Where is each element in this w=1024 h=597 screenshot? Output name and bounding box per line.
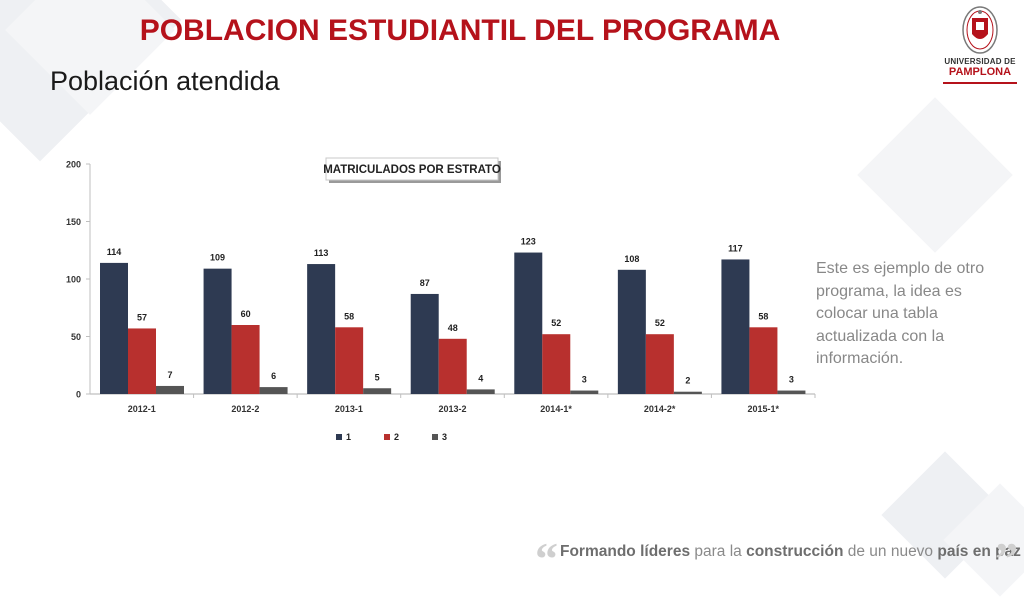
bar-series-1	[410, 293, 439, 394]
footer-part-6: país en paz	[937, 543, 1021, 560]
bar-series-3	[570, 390, 599, 394]
bar-series-2	[335, 327, 364, 394]
y-tick-label: 200	[66, 160, 81, 170]
x-tick-label: 2015-1*	[747, 404, 779, 414]
bar-chart: 0 50 100 150 200 2012-1 114 57 7 2012-2 109 60 6 2013…	[66, 157, 816, 442]
x-tick-label: 2014-1*	[540, 404, 572, 414]
bar-value-label: 52	[551, 318, 561, 328]
chart-title-box	[325, 157, 499, 181]
bar-value-label: 58	[758, 311, 768, 321]
footer-part-5: de un nuevo	[843, 543, 938, 560]
bar-value-label: 113	[314, 248, 329, 258]
note-text: Este es ejemplo de otro programa, la ide…	[816, 260, 985, 367]
bar-series-2	[542, 334, 571, 394]
background-diamond	[857, 97, 1013, 253]
legend-swatch-1	[336, 434, 342, 440]
chart-title: MATRICULADOS POR ESTRATO	[323, 164, 501, 176]
page-title: POBLACION ESTUDIANTIL DEL PROGRAMA	[139, 14, 781, 47]
y-tick-label: 0	[76, 390, 81, 400]
bar-value-label: 123	[521, 237, 536, 247]
bar-series-3	[156, 385, 184, 394]
close-quote: ”	[995, 533, 1018, 584]
footer-part-1: Formando	[560, 543, 641, 560]
x-tick-label: 2012-2	[231, 404, 259, 414]
y-tick-label: 50	[71, 332, 81, 342]
x-tick-label: 2014-2*	[644, 404, 676, 414]
open-quote: “	[535, 533, 558, 584]
legend-label: 2	[394, 432, 399, 442]
bar-series-2	[645, 334, 674, 394]
x-tick-label: 2013-2	[438, 404, 466, 414]
bar-value-label: 5	[375, 372, 380, 382]
bar-series-1	[203, 268, 232, 394]
bar-value-label: 48	[448, 323, 458, 333]
bar-series-2	[128, 328, 156, 394]
legend-label: 3	[442, 432, 447, 442]
footer-part-4: construcción	[746, 543, 844, 560]
bar-series-3	[259, 387, 288, 394]
bar-value-label: 114	[107, 247, 122, 257]
bar-value-label: 60	[241, 309, 251, 319]
y-tick-label: 100	[66, 275, 81, 285]
bar-value-label: 2	[685, 376, 690, 386]
bar-series-3	[363, 388, 392, 394]
legend-swatch-3	[432, 434, 438, 440]
bar-series-1	[721, 259, 750, 394]
y-tick-label: 150	[66, 217, 81, 227]
bar-value-label: 3	[582, 375, 587, 385]
bar-series-2	[231, 325, 260, 394]
bar-series-1	[514, 252, 543, 394]
bar-series-2	[749, 327, 778, 394]
bar-series-1	[307, 264, 336, 394]
bar-value-label: 7	[167, 370, 172, 380]
bar-series-1	[617, 269, 646, 394]
bar-value-label: 6	[271, 371, 276, 381]
footer-part-3: para la	[690, 543, 747, 560]
bar-value-label: 87	[420, 278, 430, 288]
bar-value-label: 57	[137, 312, 147, 322]
footer-slogan: Formando líderes para la construcción de…	[560, 543, 1021, 561]
bar-value-label: 117	[728, 243, 743, 253]
logo-text-line2: PAMPLONA	[948, 66, 1012, 78]
bar-series-3	[466, 389, 495, 394]
footer-part-2: líderes	[640, 543, 691, 560]
bar-value-label: 3	[789, 375, 794, 385]
legend-label: 1	[346, 432, 351, 442]
bar-value-label: 58	[344, 311, 354, 321]
legend-swatch-2	[384, 434, 390, 440]
bar-value-label: 52	[655, 318, 665, 328]
logo-text-line1: UNIVERSIDAD DE	[944, 57, 1016, 66]
bar-value-label: 109	[210, 253, 225, 263]
bar-series-1	[100, 262, 128, 394]
page-subtitle: Población atendida	[50, 66, 280, 96]
bar-series-3	[777, 390, 806, 394]
university-crest-icon	[962, 6, 998, 54]
logo-underline	[943, 82, 1017, 84]
bar-series-3	[673, 391, 702, 394]
bar-value-label: 108	[624, 254, 639, 264]
bar-series-2	[438, 338, 467, 394]
bar-value-label: 4	[478, 373, 483, 383]
x-tick-label: 2013-1	[335, 404, 363, 414]
x-tick-label: 2012-1	[128, 404, 156, 414]
